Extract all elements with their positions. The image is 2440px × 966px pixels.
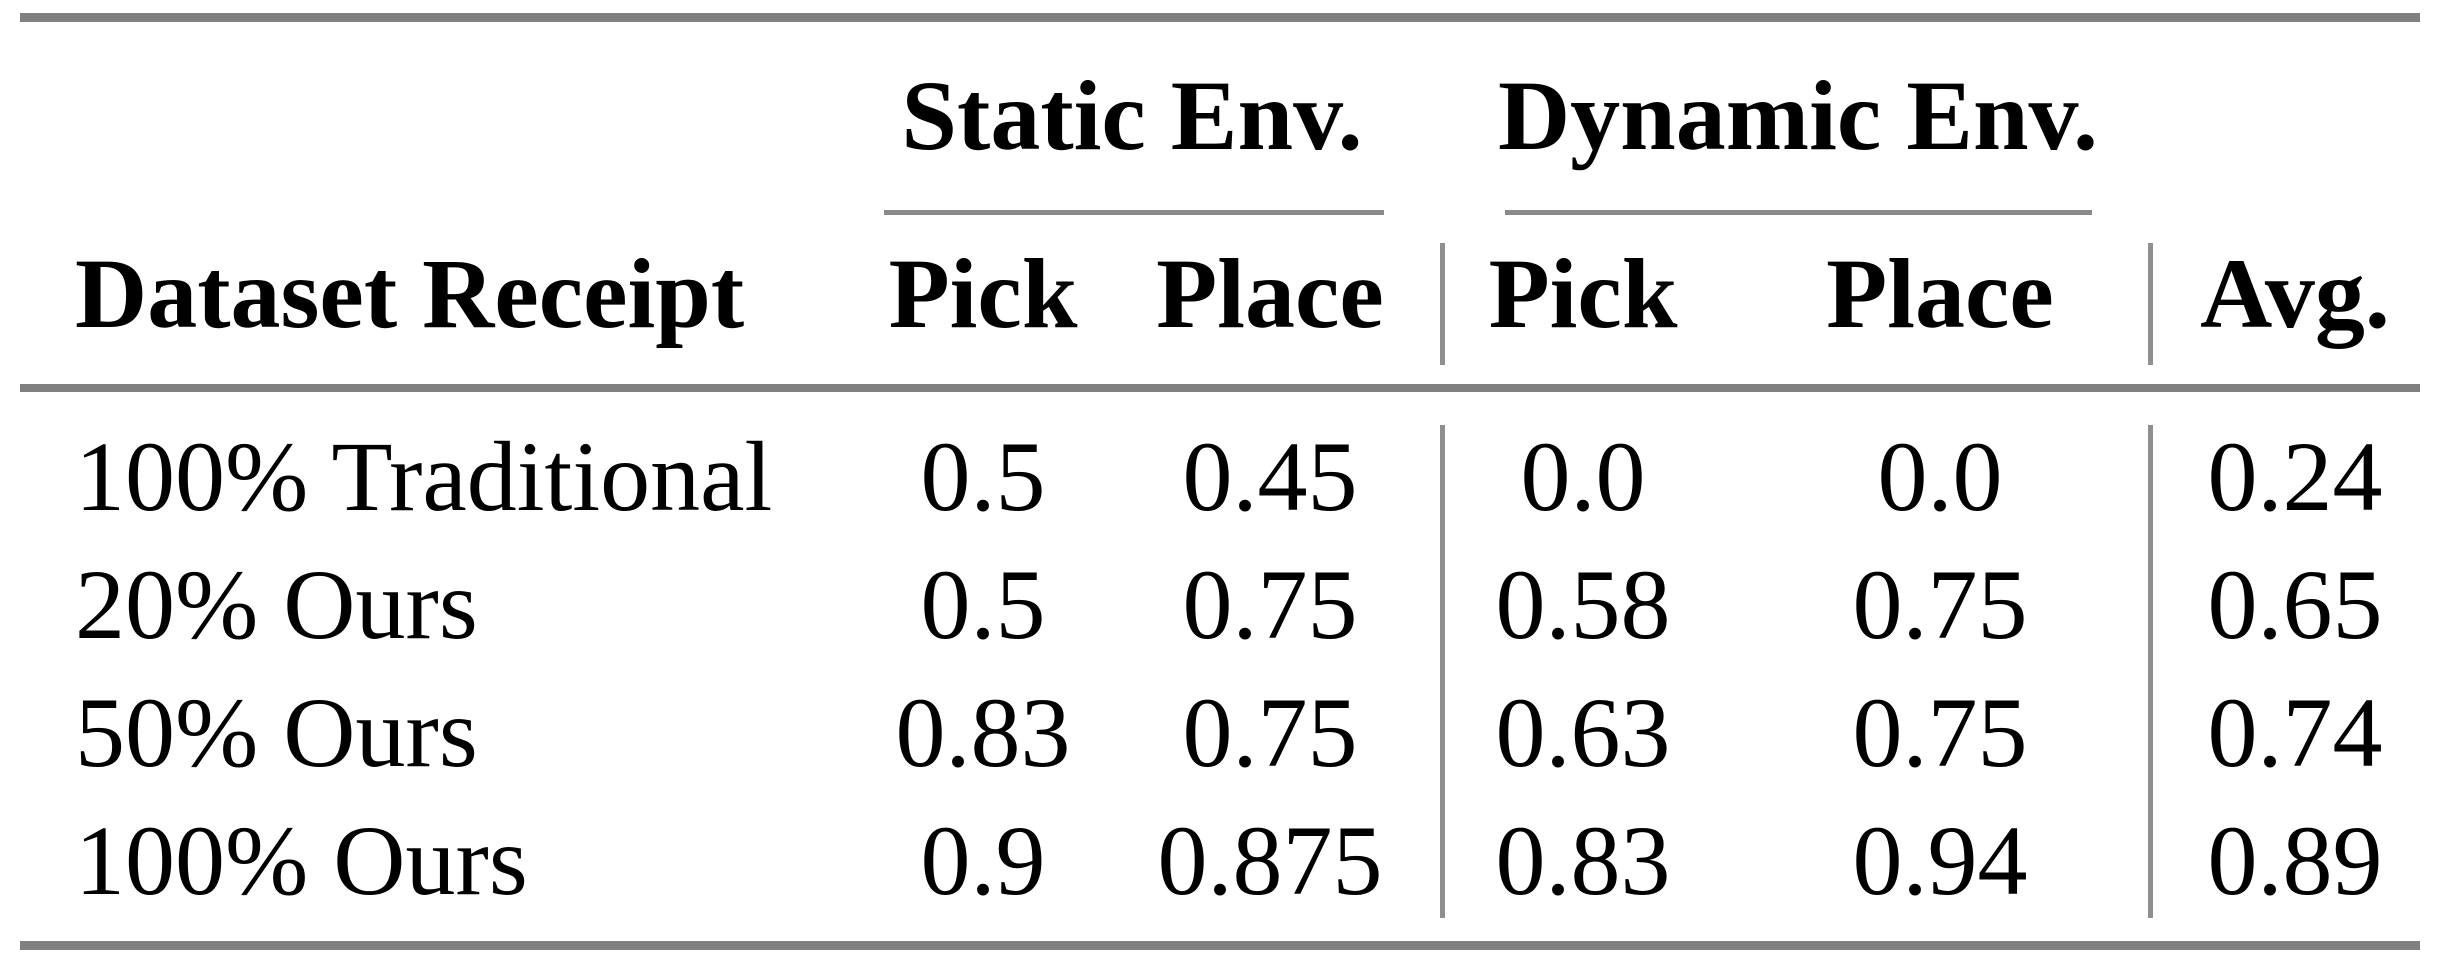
vertical-rule-header-1 xyxy=(1440,243,1445,365)
group-header-static-env: Static Env. xyxy=(901,60,1363,171)
bottom-rule xyxy=(20,941,2420,950)
cell-avg: 0.74 xyxy=(2207,677,2383,788)
cell-avg: 0.89 xyxy=(2207,805,2383,916)
cell-dynamic-pick: 0.83 xyxy=(1495,805,1671,916)
cell-dynamic-place: 0.75 xyxy=(1852,677,2028,788)
col-header-avg: Avg. xyxy=(2200,238,2390,349)
vertical-rule-header-2 xyxy=(2148,243,2153,365)
col-header-dynamic-place: Place xyxy=(1826,238,2054,349)
col-header-dynamic-pick: Pick xyxy=(1488,238,1678,349)
cell-static-place: 0.875 xyxy=(1157,805,1383,916)
cell-static-place: 0.75 xyxy=(1182,549,1358,660)
mid-rule xyxy=(20,384,2420,392)
cell-dynamic-place: 0.0 xyxy=(1877,421,2003,532)
col-header-dataset: Dataset Receipt xyxy=(75,238,745,349)
static-env-underline xyxy=(884,210,1384,215)
col-header-static-place: Place xyxy=(1156,238,1384,349)
vertical-rule-body-2 xyxy=(2148,425,2153,918)
cell-dynamic-pick: 0.58 xyxy=(1495,549,1671,660)
cell-dynamic-pick: 0.63 xyxy=(1495,677,1671,788)
col-header-static-pick: Pick xyxy=(888,238,1078,349)
cell-static-pick: 0.9 xyxy=(920,805,1046,916)
row-label: 100% Ours xyxy=(75,805,528,916)
cell-dynamic-place: 0.94 xyxy=(1852,805,2028,916)
top-rule xyxy=(20,13,2420,22)
dynamic-env-underline xyxy=(1505,210,2092,215)
cell-dynamic-pick: 0.0 xyxy=(1520,421,1646,532)
cell-static-pick: 0.83 xyxy=(895,677,1071,788)
row-label: 50% Ours xyxy=(75,677,478,788)
cell-static-pick: 0.5 xyxy=(920,421,1046,532)
group-header-dynamic-env: Dynamic Env. xyxy=(1497,60,2099,171)
cell-static-pick: 0.5 xyxy=(920,549,1046,660)
cell-avg: 0.24 xyxy=(2207,421,2383,532)
row-label: 100% Traditional xyxy=(75,421,773,532)
cell-avg: 0.65 xyxy=(2207,549,2383,660)
cell-dynamic-place: 0.75 xyxy=(1852,549,2028,660)
cell-static-place: 0.75 xyxy=(1182,677,1358,788)
vertical-rule-body-1 xyxy=(1440,425,1445,918)
row-label: 20% Ours xyxy=(75,549,478,660)
cell-static-place: 0.45 xyxy=(1182,421,1358,532)
